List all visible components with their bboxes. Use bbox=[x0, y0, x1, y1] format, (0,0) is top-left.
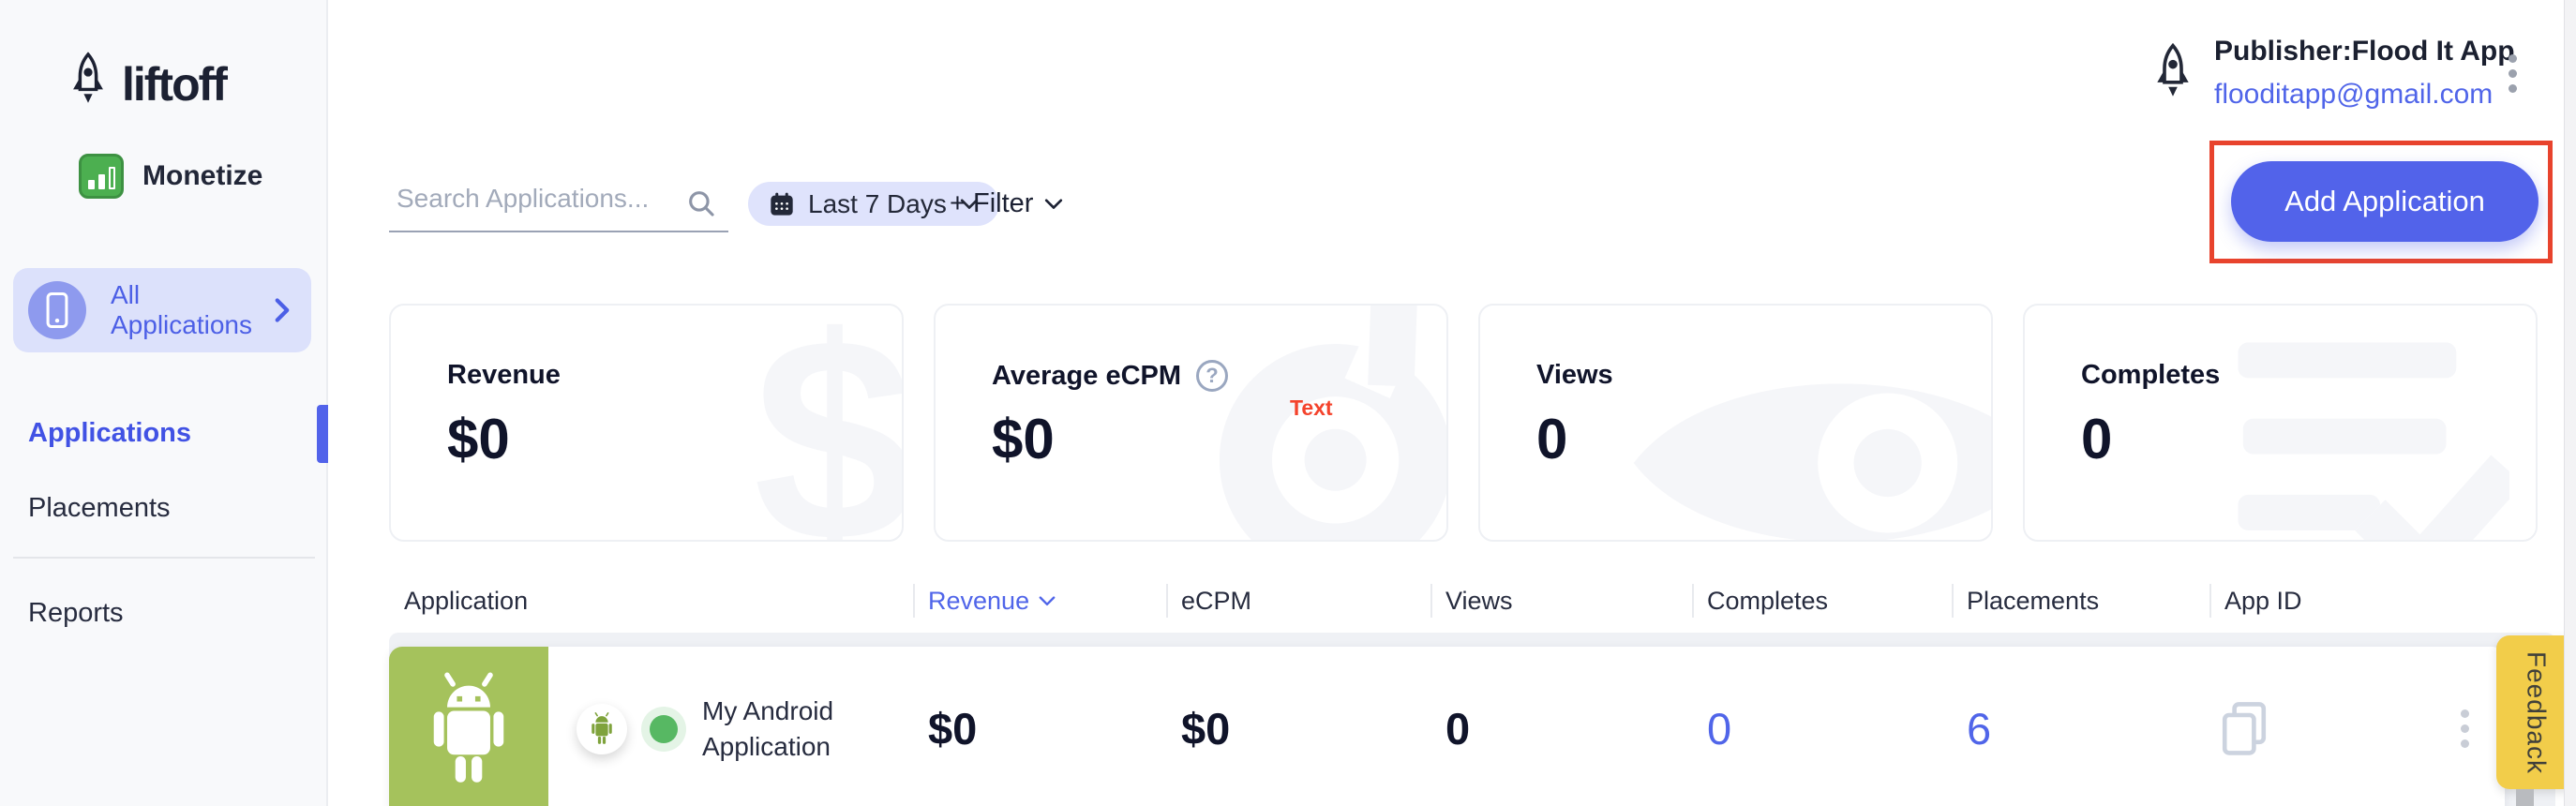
stat-card-revenue: $ Revenue $0 bbox=[389, 304, 904, 542]
android-platform-badge-icon bbox=[577, 703, 627, 754]
card-value: $0 bbox=[447, 408, 510, 470]
sort-chevron-down-icon bbox=[1039, 595, 1056, 606]
feedback-tab[interactable]: Feedback bbox=[2496, 635, 2576, 789]
stat-card-views: Views 0 bbox=[1478, 304, 1993, 542]
column-header-ecpm[interactable]: eCPM bbox=[1166, 584, 1430, 618]
application-name-link[interactable]: My Android Application bbox=[702, 695, 834, 761]
sidebar-item-placements[interactable]: Placements bbox=[28, 493, 171, 523]
sidebar: liftoff Monetize All Applications Ap bbox=[0, 0, 328, 806]
dollar-watermark-icon: $ bbox=[753, 304, 904, 542]
date-range-selector[interactable]: Last 7 Days bbox=[748, 182, 999, 226]
table-row[interactable]: My Android Application $0 $0 0 0 6 bbox=[389, 647, 2505, 806]
appid-cell bbox=[2209, 701, 2505, 757]
search-icon[interactable] bbox=[685, 187, 717, 224]
chevron-down-icon bbox=[1044, 198, 1063, 210]
card-title: Completes bbox=[2081, 360, 2221, 390]
revenue-value: $0 bbox=[928, 704, 978, 754]
eye-watermark-icon bbox=[1625, 332, 1991, 540]
column-header-application[interactable]: Application bbox=[404, 586, 529, 615]
card-value: 0 bbox=[1536, 408, 1568, 470]
sidebar-item-applications[interactable]: Applications bbox=[28, 418, 192, 448]
annotation-highlight-box bbox=[2209, 141, 2553, 263]
active-nav-indicator bbox=[317, 405, 328, 463]
monetize-chart-icon bbox=[79, 154, 124, 199]
card-title: Average eCPM ? bbox=[992, 360, 1229, 392]
column-header-views[interactable]: Views bbox=[1430, 584, 1692, 618]
card-title: Revenue bbox=[447, 360, 561, 390]
date-range-label: Last 7 Days bbox=[808, 188, 947, 218]
product-monetize: Monetize bbox=[79, 154, 262, 199]
views-value: 0 bbox=[1445, 704, 1471, 754]
column-header-placements[interactable]: Placements bbox=[1952, 584, 2209, 618]
checklist-watermark-icon bbox=[2200, 337, 2536, 540]
stat-card-average-ecpm: Average eCPM ? Text $0 bbox=[934, 304, 1448, 542]
liftoff-logo[interactable]: liftoff bbox=[67, 51, 228, 117]
column-header-revenue[interactable]: Revenue bbox=[913, 584, 1166, 618]
publisher-rocket-icon bbox=[2151, 41, 2194, 112]
filter-button[interactable]: + Filter bbox=[950, 182, 1063, 226]
product-label: Monetize bbox=[142, 160, 263, 191]
ecpm-value: $0 bbox=[1181, 704, 1231, 754]
red-text-annotation: Text bbox=[1290, 396, 1333, 420]
column-header-appid[interactable]: App ID bbox=[2209, 584, 2555, 618]
rocket-icon bbox=[67, 51, 109, 117]
filter-label: + Filter bbox=[950, 188, 1034, 218]
all-applications-label: All Applications bbox=[111, 280, 252, 339]
completes-link[interactable]: 0 bbox=[1707, 704, 1732, 754]
application-cell: My Android Application bbox=[389, 647, 913, 806]
logo-wordmark: liftoff bbox=[122, 57, 228, 111]
placements-link[interactable]: 6 bbox=[1967, 704, 1992, 754]
chevron-right-icon bbox=[274, 297, 291, 323]
calendar-icon bbox=[769, 191, 795, 217]
copy-appid-icon[interactable] bbox=[2219, 701, 2269, 757]
phone-icon bbox=[28, 281, 86, 339]
card-title-text: Average eCPM bbox=[992, 360, 1182, 391]
chevron-down-icon bbox=[960, 198, 979, 210]
publisher-menu-button[interactable] bbox=[2509, 54, 2517, 93]
sidebar-item-reports[interactable]: Reports bbox=[28, 598, 124, 628]
add-application-button[interactable]: Add Application bbox=[2231, 161, 2539, 242]
column-header-completes[interactable]: Completes bbox=[1692, 584, 1952, 618]
page-scrollbar-track[interactable] bbox=[2564, 0, 2576, 806]
column-header-label: Revenue bbox=[928, 586, 1030, 615]
target-watermark-icon bbox=[1175, 306, 1446, 540]
all-applications-selector[interactable]: All Applications bbox=[13, 268, 311, 352]
publisher-name: Publisher:Flood It App bbox=[2214, 36, 2515, 67]
card-value: 0 bbox=[2081, 408, 2113, 470]
status-active-dot bbox=[650, 714, 678, 743]
help-icon[interactable]: ? bbox=[1196, 360, 1229, 392]
row-menu-button[interactable] bbox=[2461, 709, 2469, 748]
sidebar-divider bbox=[13, 557, 315, 559]
table-header: Application Revenue eCPM Views Completes… bbox=[389, 579, 2555, 622]
card-title: Views bbox=[1536, 360, 1613, 390]
stat-card-completes: Completes 0 bbox=[2023, 304, 2538, 542]
android-app-thumbnail bbox=[389, 647, 548, 806]
card-value: $0 bbox=[992, 408, 1055, 470]
search-input[interactable] bbox=[389, 180, 728, 232]
publisher-email-link[interactable]: flooditapp@gmail.com bbox=[2214, 79, 2494, 110]
table-scrollbar-thumb[interactable] bbox=[2516, 789, 2534, 806]
